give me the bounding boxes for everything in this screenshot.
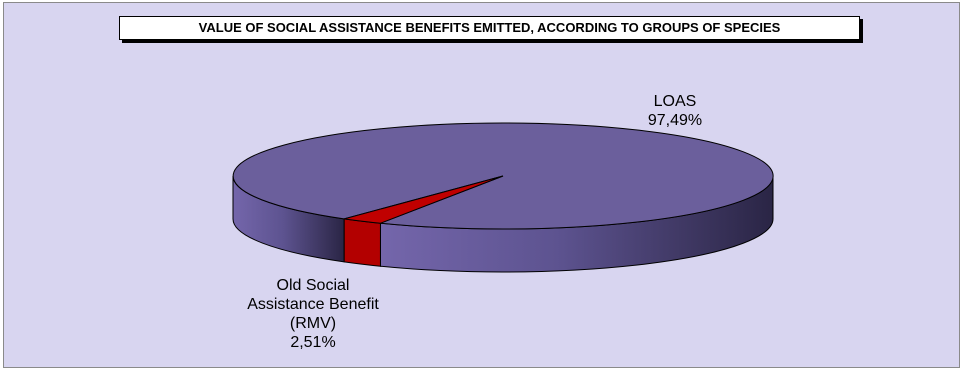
slice-loas (232, 122, 774, 230)
chart-title: VALUE OF SOCIAL ASSISTANCE BENEFITS EMIT… (119, 16, 860, 40)
slice-label-loas-name: LOAS (653, 93, 697, 110)
slice-label-rmv-line-2: Assistance Benefit (247, 296, 379, 313)
slice-label-rmv-value: 2,51% (290, 334, 336, 351)
slice-label-rmv-line-3: (RMV) (289, 315, 337, 332)
slice-label-loas: LOAS 97,49% (615, 92, 735, 130)
slice-side-rmv (343, 218, 381, 267)
slice-label-rmv: Old Social Assistance Benefit (RMV) 2,51… (218, 276, 408, 352)
slice-rmv (344, 175, 504, 224)
slice-label-rmv-line-1: Old Social (276, 277, 350, 294)
slice-label-loas-value: 97,49% (647, 112, 703, 129)
